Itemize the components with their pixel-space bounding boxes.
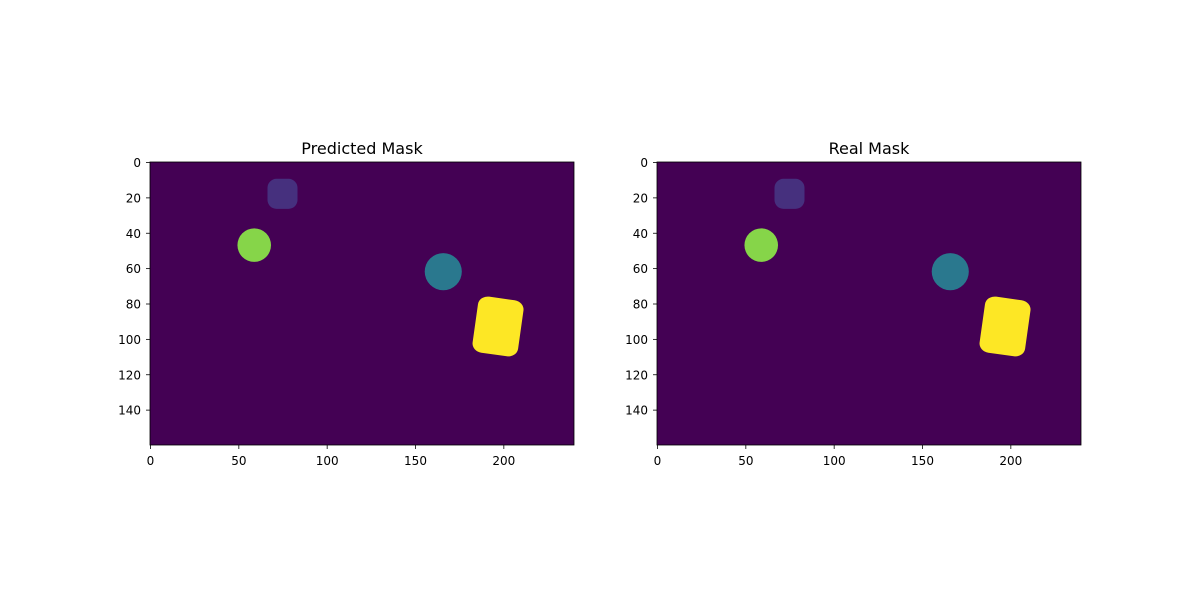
panel-2: Real Mask 0 50 100 150 200 0 20 40 60 80 100 120 140 xyxy=(625,139,1082,468)
mask-region-class-3 xyxy=(424,253,462,291)
y-tick-label: 100 xyxy=(625,333,648,347)
mask-region-class-1 xyxy=(774,178,805,209)
y-tick-label: 40 xyxy=(126,227,141,241)
panel-1: Predicted Mask 0 50 100 150 200 0 20 40 60 80 100 12… xyxy=(118,139,575,468)
x-tick-label: 100 xyxy=(316,454,339,468)
mask-region-class-4 xyxy=(979,296,1031,357)
y-tick-label: 80 xyxy=(633,298,648,312)
y-tick-label: 20 xyxy=(633,191,648,205)
mask-region-class-3 xyxy=(931,253,969,291)
mask-region-class-2 xyxy=(744,228,779,262)
x-tick-label: 0 xyxy=(147,454,155,468)
mask-region-class-1 xyxy=(267,178,298,209)
panel-title: Real Mask xyxy=(829,139,911,158)
mask-regions xyxy=(237,178,524,357)
x-tick-label: 100 xyxy=(823,454,846,468)
y-tick-label: 40 xyxy=(633,227,648,241)
x-tick-label: 150 xyxy=(404,454,427,468)
y-tick-label: 0 xyxy=(133,156,141,170)
x-tick-label: 200 xyxy=(999,454,1022,468)
y-tick-label: 0 xyxy=(640,156,648,170)
x-tick-label: 150 xyxy=(911,454,934,468)
x-tick-label: 50 xyxy=(738,454,753,468)
mask-regions xyxy=(744,178,1031,357)
y-tick-label: 140 xyxy=(118,404,141,418)
axes-frame xyxy=(149,161,575,446)
x-tick-label: 200 xyxy=(492,454,515,468)
y-tick-label: 20 xyxy=(126,191,141,205)
mask-region-class-2 xyxy=(237,228,272,262)
y-tick-label: 140 xyxy=(625,404,648,418)
x-tick-label: 50 xyxy=(231,454,246,468)
panel-title: Predicted Mask xyxy=(301,139,423,158)
y-tick-label: 60 xyxy=(633,262,648,276)
x-tick-label: 0 xyxy=(654,454,662,468)
mask-region-class-4 xyxy=(472,296,524,357)
y-tick-label: 60 xyxy=(126,262,141,276)
axes-frame xyxy=(656,161,1082,446)
y-tick-label: 80 xyxy=(126,298,141,312)
y-tick-label: 120 xyxy=(118,368,141,382)
y-tick-label: 120 xyxy=(625,368,648,382)
y-tick-label: 100 xyxy=(118,333,141,347)
